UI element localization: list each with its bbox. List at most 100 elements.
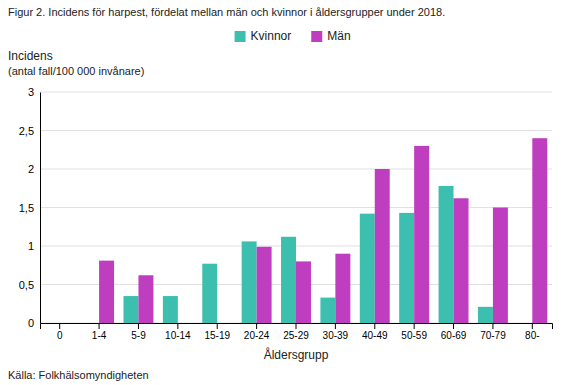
y-axis-title: Incidens <box>8 49 53 63</box>
bar <box>320 298 335 323</box>
bar <box>532 138 547 323</box>
tick-mark <box>335 323 336 329</box>
tick: 15-19 <box>204 323 230 341</box>
tick: 40-49 <box>362 323 388 341</box>
bar <box>217 323 232 324</box>
y-axis-title: (antal fall/100 000 invånare) <box>8 65 144 77</box>
tick-mark <box>217 323 218 329</box>
bar <box>360 214 375 323</box>
series <box>123 186 492 323</box>
bar <box>493 208 508 324</box>
axis-line <box>41 324 553 330</box>
tick-label: 70-79 <box>480 330 506 341</box>
grid <box>40 92 552 323</box>
tick-label: 30-39 <box>323 330 349 341</box>
grid-line <box>40 130 552 131</box>
legend: Kvinnor Män <box>235 29 351 43</box>
tick-mark <box>59 323 60 329</box>
bar <box>123 296 138 323</box>
tick-label: 3 <box>28 86 34 98</box>
bar <box>375 169 390 323</box>
grid-line <box>40 207 552 208</box>
tick-label: 60-69 <box>441 330 467 341</box>
tick-label: 15-19 <box>204 330 230 341</box>
tick-label: 1 <box>28 240 34 252</box>
plot-area: 0 0,5 1 1,5 2 2,5 3 0 1-4 5-9 10-14 15-19 20-24 25-29… <box>19 86 553 341</box>
tick-mark <box>374 323 375 329</box>
annotation: Källa: Folkhälsomyndigheten <box>8 369 149 381</box>
bar <box>281 237 296 323</box>
bar <box>84 323 99 324</box>
bar <box>178 323 193 324</box>
tick-label: 0 <box>28 317 34 329</box>
bar <box>296 261 311 323</box>
bar <box>335 254 350 323</box>
chart: Figur 2. Incidens för harpest, fördelat … <box>0 0 567 385</box>
tick: 1,5 <box>19 202 40 214</box>
tick-label: 2,5 <box>19 125 34 137</box>
tick-label: 20-24 <box>244 330 270 341</box>
tick-label: 2 <box>28 163 34 175</box>
bar <box>60 323 75 324</box>
tick-label: 50-59 <box>401 330 427 341</box>
tick-mark <box>99 323 100 329</box>
legend-item: Kvinnor <box>235 29 292 43</box>
title: Figur 2. Incidens för harpest, fördelat … <box>8 6 445 18</box>
bar <box>99 261 114 323</box>
tick-label: 80- <box>525 330 539 341</box>
tick: 20-24 <box>244 323 270 341</box>
tick-label: 25-29 <box>283 330 309 341</box>
tick: 2,5 <box>19 125 40 137</box>
tick-mark <box>296 323 297 329</box>
bar <box>454 198 469 323</box>
bar <box>517 323 532 324</box>
tick-mark <box>138 323 139 329</box>
x-axis-title: Åldersgrupp <box>264 347 329 362</box>
bar <box>414 146 429 323</box>
tick: 10-14 <box>165 323 191 341</box>
tick-mark <box>256 323 257 329</box>
bars <box>99 138 547 323</box>
tick: 80- <box>525 323 539 341</box>
tick-label: 0 <box>57 330 63 341</box>
tick-label: 10-14 <box>165 330 191 341</box>
tick: 2 <box>28 163 40 175</box>
tick: 60-69 <box>441 323 467 341</box>
bar <box>202 264 217 323</box>
tick-label: 5-9 <box>131 330 146 341</box>
bar <box>439 186 454 323</box>
tick-mark <box>414 323 415 329</box>
tick: 1-4 <box>92 323 107 341</box>
tick-label: 1,5 <box>19 202 34 214</box>
tick: 0 <box>28 317 40 329</box>
tick-mark <box>492 323 493 329</box>
tick-mark <box>177 323 178 329</box>
tick: 1 <box>28 240 40 252</box>
bar <box>257 247 272 323</box>
series <box>99 138 547 323</box>
tick-mark <box>532 323 533 329</box>
bar <box>163 296 178 323</box>
y-axis: 0 0,5 1 1,5 2 2,5 3 <box>19 86 41 329</box>
tick-label: 0,5 <box>19 279 34 291</box>
legend-swatch <box>235 31 246 42</box>
tick-mark <box>453 323 454 329</box>
tick: 30-39 <box>323 323 349 341</box>
legend-label: Män <box>327 29 350 43</box>
tick: 0,5 <box>19 279 40 291</box>
tick-label: 40-49 <box>362 330 388 341</box>
grid-line <box>40 169 552 170</box>
tick: 3 <box>28 86 40 98</box>
bar <box>399 213 414 323</box>
tick: 25-29 <box>283 323 309 341</box>
axis-line <box>40 93 41 324</box>
grid-line <box>40 92 552 93</box>
bar <box>478 307 493 323</box>
tick: 0 <box>57 323 63 341</box>
tick: 70-79 <box>480 323 506 341</box>
legend-item: Män <box>311 29 350 43</box>
bar <box>242 241 257 323</box>
tick: 5-9 <box>131 323 146 341</box>
tick: 50-59 <box>401 323 427 341</box>
legend-label: Kvinnor <box>251 29 292 43</box>
